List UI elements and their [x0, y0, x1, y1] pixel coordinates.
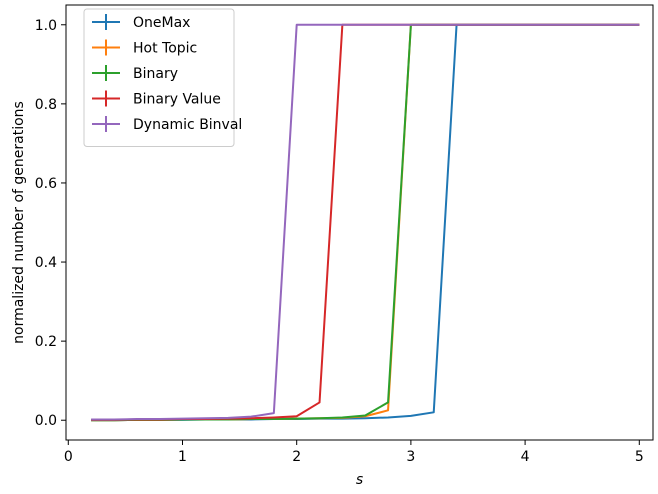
legend-label: Binary: [133, 66, 178, 82]
legend-label: Binary Value: [133, 92, 221, 108]
legend-entry: Dynamic Binval: [92, 116, 242, 133]
legend-label: Hot Topic: [133, 41, 197, 57]
y-tick-label: 1.0: [35, 18, 57, 34]
legend-entry: Binary Value: [92, 90, 221, 108]
x-tick-label: 1: [178, 449, 187, 465]
x-tick-label: 5: [635, 449, 644, 465]
legend-label: OneMax: [133, 15, 190, 31]
legend-entry: Binary: [92, 65, 178, 82]
x-axis-label: s: [356, 472, 363, 488]
y-tick-label: 0.8: [35, 97, 57, 113]
series-layer: [91, 23, 640, 422]
y-axis-label: normalized number of generations: [11, 101, 27, 344]
legend: OneMax Hot Topic Binary Binary Value Dynamic…: [83, 8, 242, 147]
legend-entry: OneMax: [92, 14, 190, 31]
y-tick-label: 0.6: [35, 176, 57, 192]
legend-box: [83, 8, 235, 147]
x-tick-label: 3: [406, 449, 415, 465]
y-axis: 0.0 0.2 0.4 0.6 0.8 1.0: [35, 18, 66, 429]
x-tick-label: 4: [521, 449, 530, 465]
y-tick-label: 0.2: [35, 334, 57, 350]
y-tick-label: 0.4: [35, 255, 57, 271]
y-tick-label: 0.0: [35, 413, 57, 429]
x-tick-label: 0: [64, 449, 73, 465]
legend-label: Dynamic Binval: [133, 117, 242, 133]
series-line-5: [91, 23, 640, 421]
x-axis: 0 1 2 3 4 5: [64, 440, 644, 465]
legend-entry: Hot Topic: [92, 39, 197, 57]
x-tick-label: 2: [292, 449, 301, 465]
plot-frame: [65, 4, 654, 441]
